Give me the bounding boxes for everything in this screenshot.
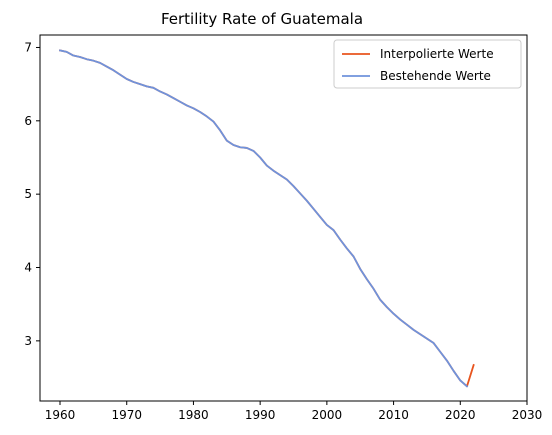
x-tick-label: 2020 <box>445 408 476 422</box>
x-tick-label: 2000 <box>312 408 343 422</box>
x-axis: 1960 1970 1980 1990 2000 2010 2020 2030 <box>45 401 543 422</box>
x-tick-label: 2010 <box>378 408 409 422</box>
y-tick-label: 5 <box>24 187 32 201</box>
series-line-bestehende-werte <box>58 49 469 388</box>
y-tick-label: 4 <box>24 261 32 275</box>
series-layer <box>58 49 475 388</box>
y-tick-label: 7 <box>24 40 32 54</box>
legend-label: Bestehende Werte <box>380 69 491 83</box>
series-line-interpolierte-werte <box>58 49 475 388</box>
plot-frame <box>39 34 528 402</box>
x-tick-label: 1970 <box>111 408 142 422</box>
legend: Interpolierte Werte Bestehende Werte <box>333 39 522 89</box>
y-tick-label: 3 <box>24 334 32 348</box>
y-tick-label: 6 <box>24 114 32 128</box>
x-tick-label: 2030 <box>512 408 543 422</box>
chart-title: Fertility Rate of Guatemala <box>161 10 363 28</box>
legend-box <box>333 39 522 89</box>
legend-label: Interpolierte Werte <box>380 47 494 61</box>
x-tick-label: 1990 <box>245 408 276 422</box>
x-tick-label: 1960 <box>45 408 76 422</box>
x-tick-label: 1980 <box>178 408 209 422</box>
y-axis: 3 4 5 6 7 <box>24 40 40 348</box>
